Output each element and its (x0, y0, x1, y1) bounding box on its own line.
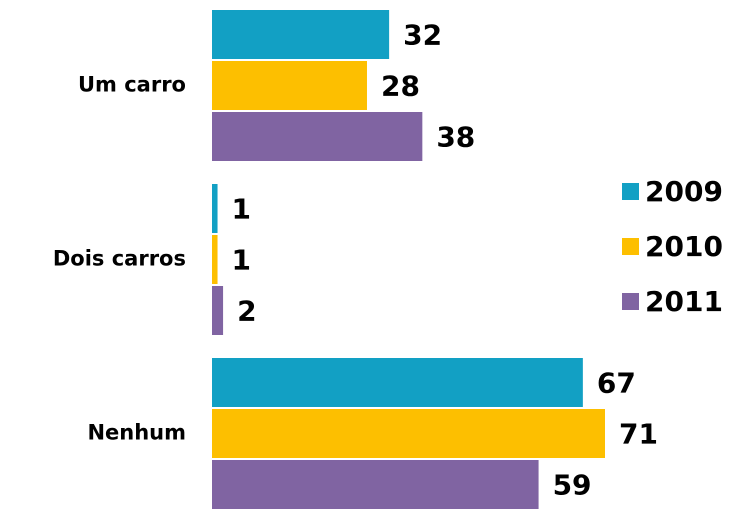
data-label: 67 (597, 367, 636, 400)
data-label: 2 (237, 295, 256, 328)
legend-swatch (622, 238, 639, 255)
data-label: 71 (619, 418, 658, 451)
bar (212, 409, 605, 458)
bar (212, 112, 423, 161)
category-label: Um carro (78, 73, 186, 97)
bar (212, 286, 224, 335)
data-label: 28 (381, 70, 420, 103)
data-label: 1 (232, 244, 251, 277)
data-label: 32 (403, 19, 442, 52)
legend-label: 2011 (645, 285, 723, 318)
legend-swatch (622, 183, 639, 200)
data-label: 59 (553, 469, 592, 502)
data-label: 1 (232, 193, 251, 226)
data-label: 38 (436, 121, 475, 154)
bar (212, 10, 390, 59)
legend-swatch (622, 293, 639, 310)
legend-label: 2009 (645, 175, 723, 208)
bar (212, 460, 539, 509)
bar (212, 358, 583, 407)
bar (212, 235, 218, 284)
bar (212, 61, 367, 110)
category-label: Nenhum (87, 421, 186, 445)
bar (212, 184, 218, 233)
legend-label: 2010 (645, 230, 723, 263)
category-label: Dois carros (53, 247, 186, 271)
